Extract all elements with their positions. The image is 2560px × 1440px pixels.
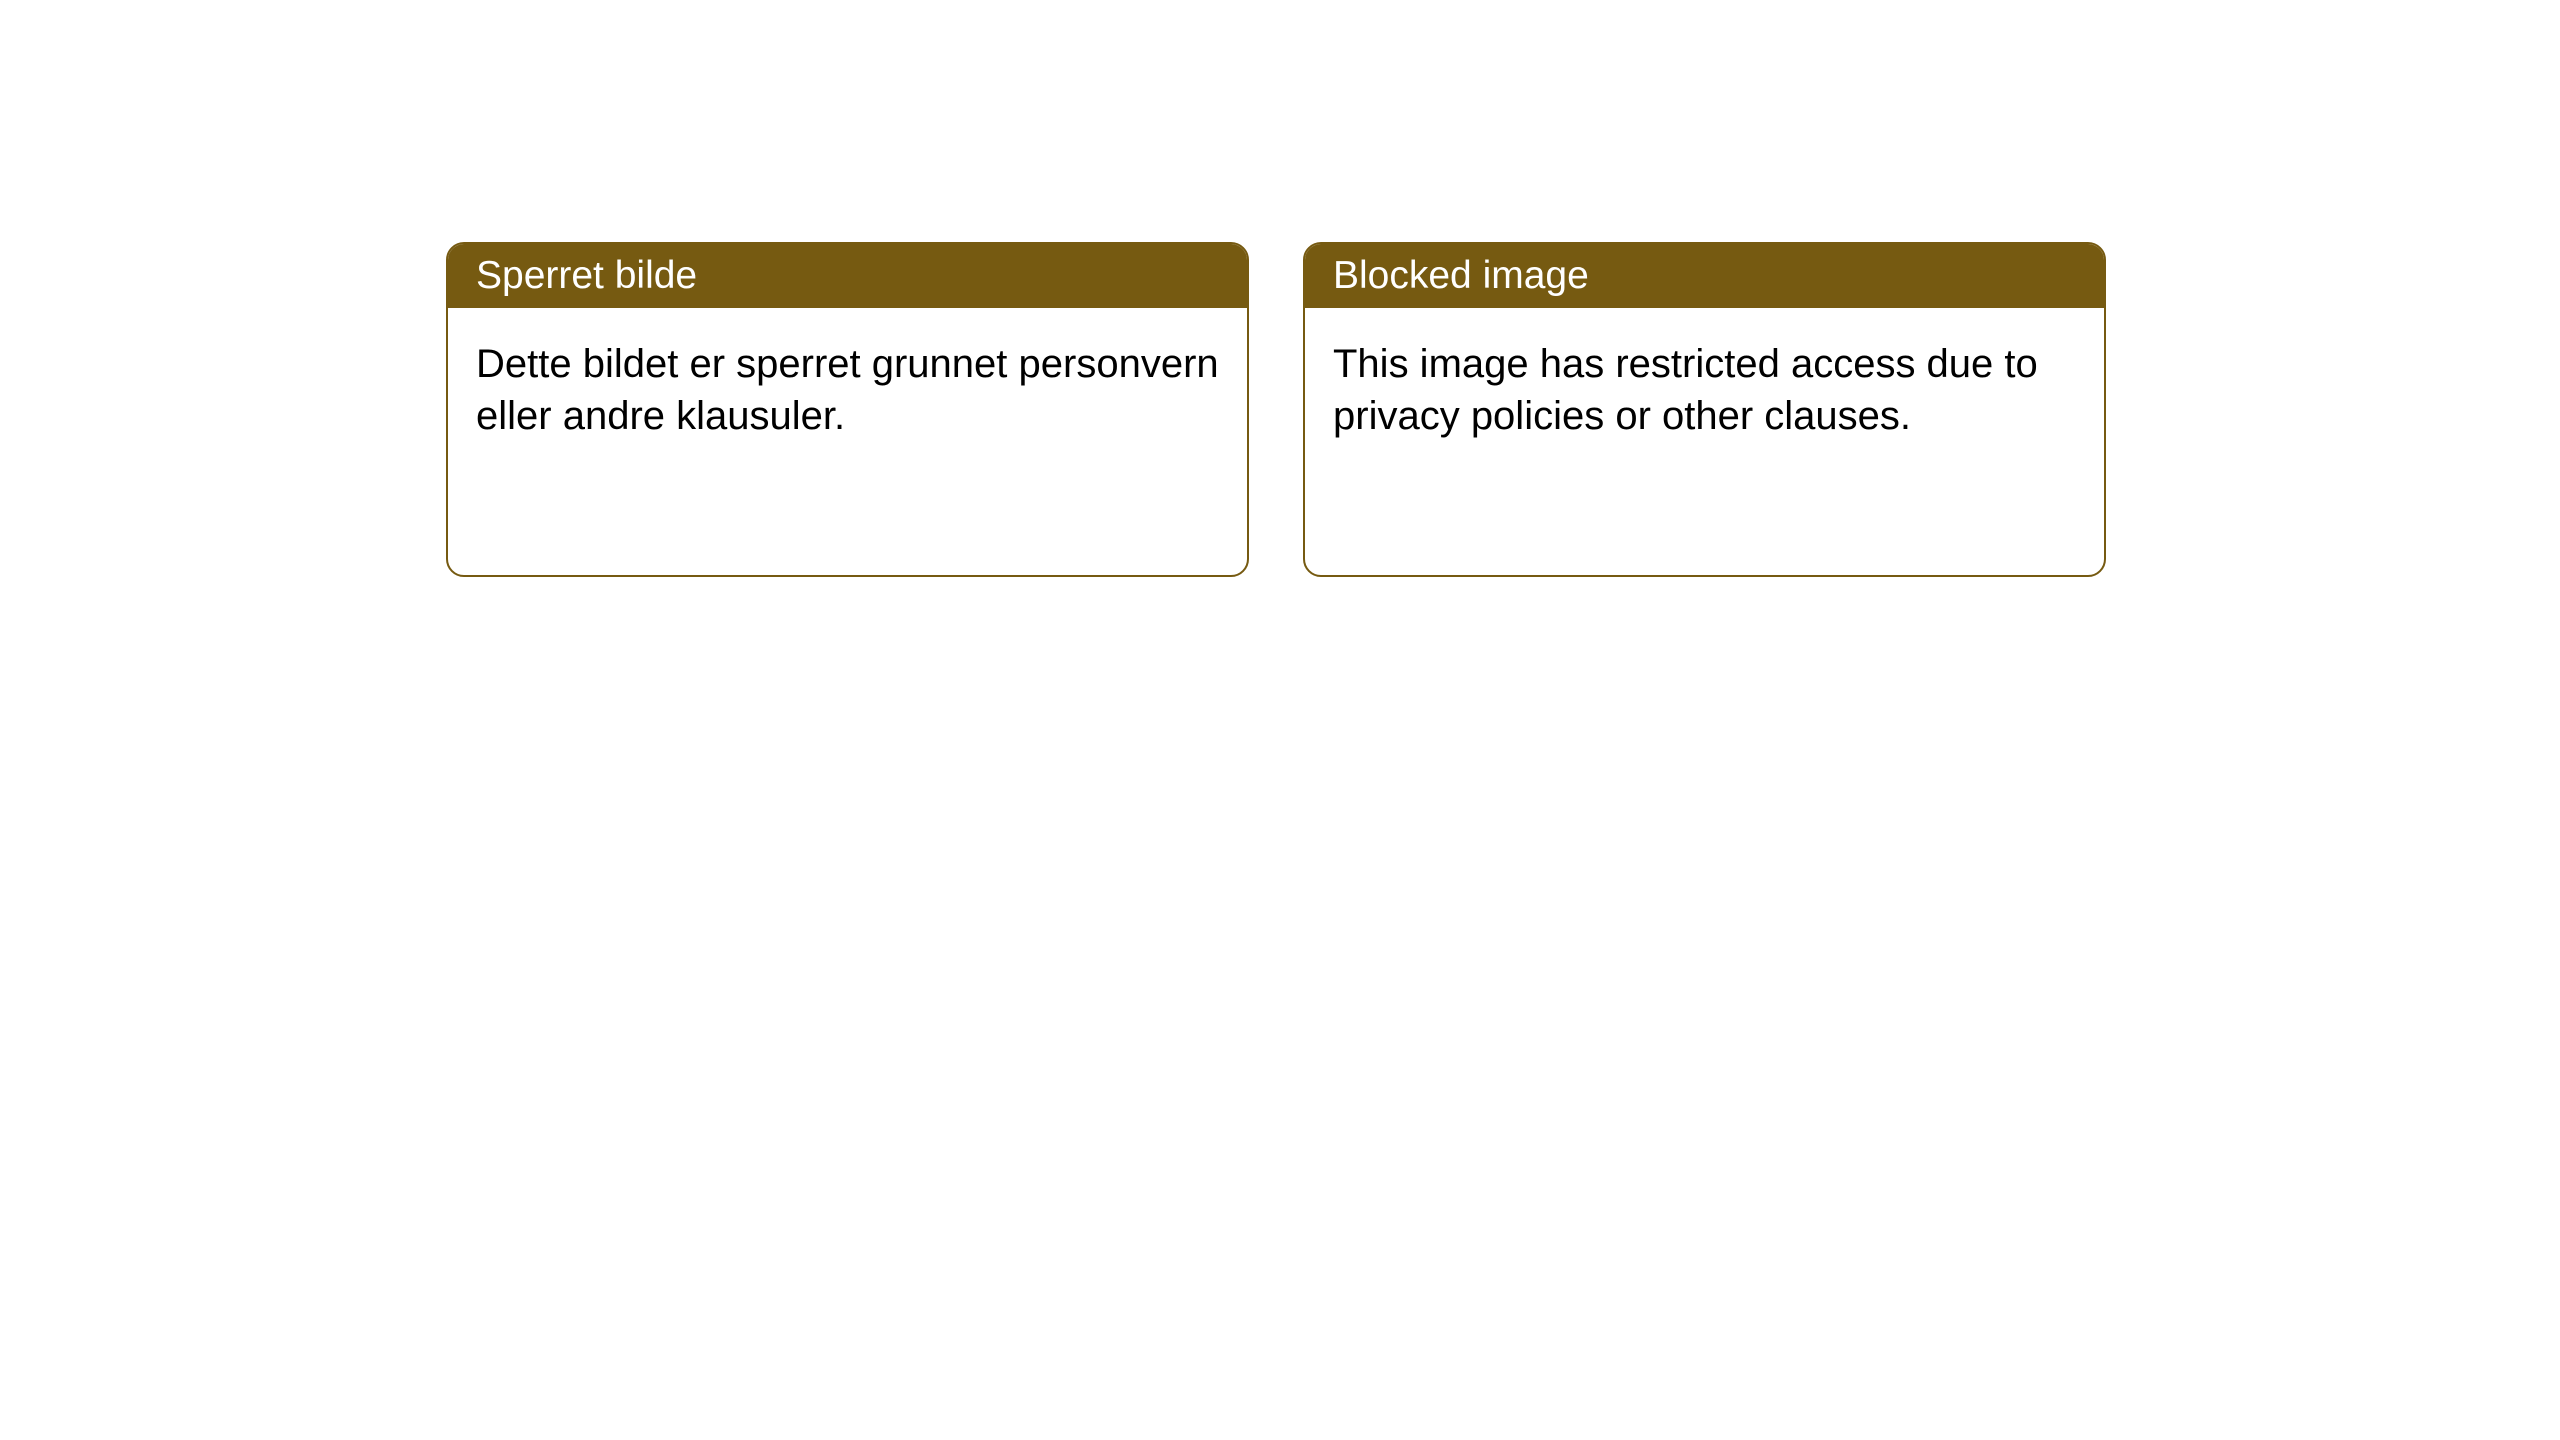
notice-body-text: This image has restricted access due to … (1333, 342, 2038, 438)
notice-body: Dette bildet er sperret grunnet personve… (448, 308, 1247, 472)
notice-card-norwegian: Sperret bilde Dette bildet er sperret gr… (446, 242, 1249, 577)
notice-body: This image has restricted access due to … (1305, 308, 2104, 472)
notice-title: Blocked image (1333, 254, 1589, 297)
notice-container: Sperret bilde Dette bildet er sperret gr… (0, 0, 2560, 577)
notice-card-english: Blocked image This image has restricted … (1303, 242, 2106, 577)
notice-header: Sperret bilde (448, 244, 1247, 308)
notice-body-text: Dette bildet er sperret grunnet personve… (476, 342, 1219, 438)
notice-title: Sperret bilde (476, 254, 697, 297)
notice-header: Blocked image (1305, 244, 2104, 308)
